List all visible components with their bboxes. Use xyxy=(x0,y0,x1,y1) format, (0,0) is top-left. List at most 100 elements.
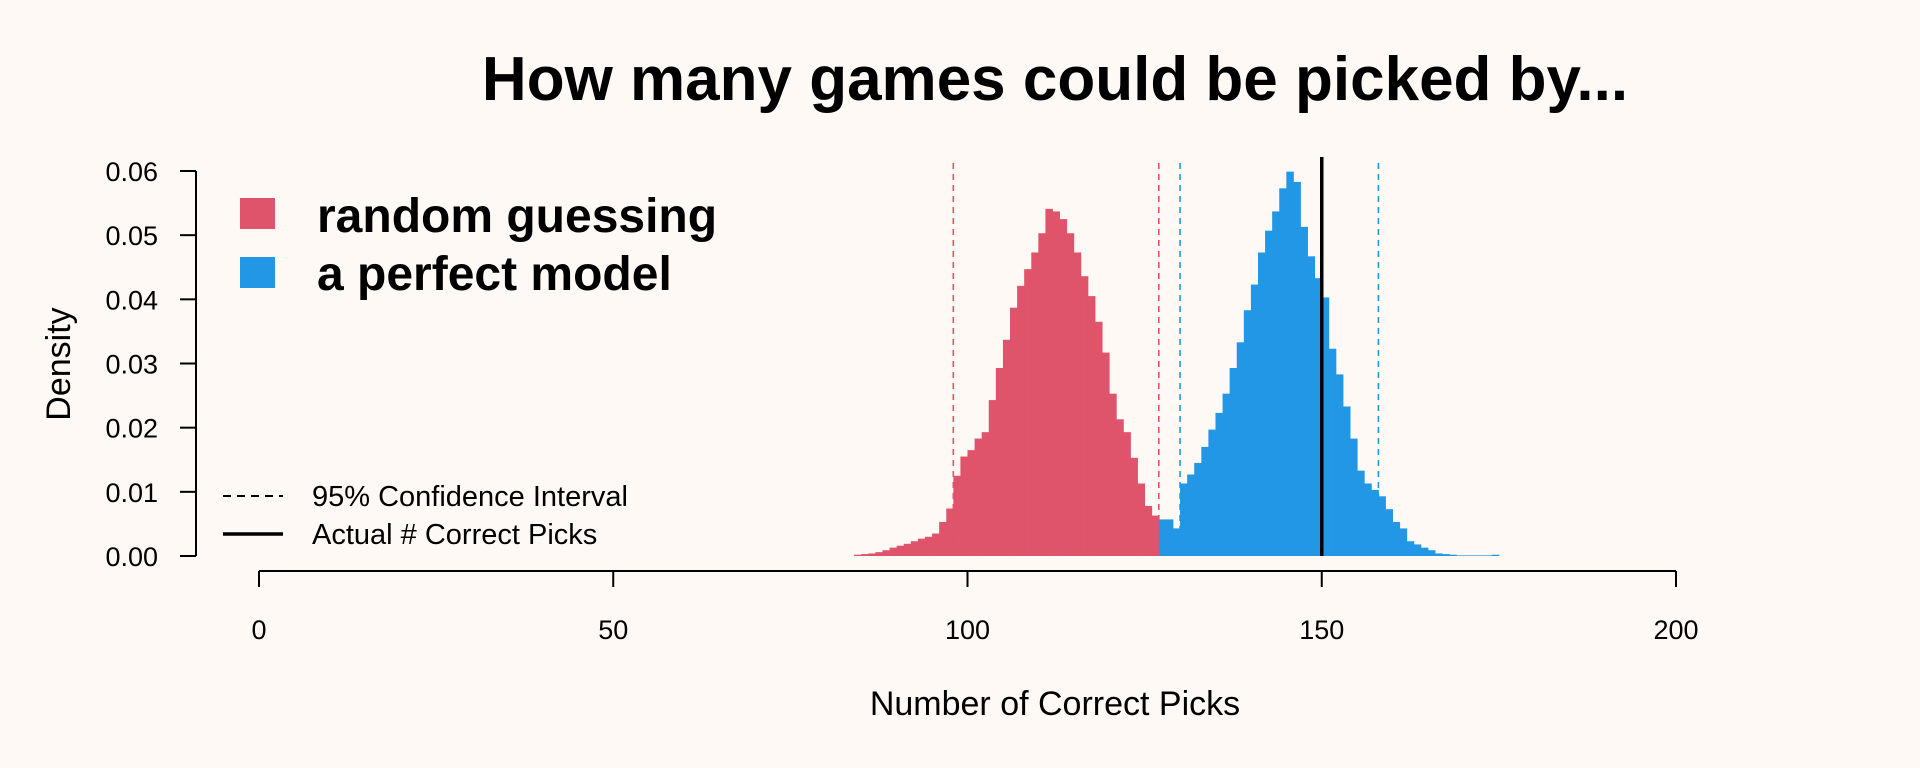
histogram-bar xyxy=(1208,429,1216,556)
histogram-bar xyxy=(1406,541,1415,556)
y-tick-label: 0.03 xyxy=(105,350,158,380)
y-tick-label: 0.02 xyxy=(105,414,158,444)
x-axis-title: Number of Correct Picks xyxy=(870,685,1240,723)
x-tick-label: 0 xyxy=(251,615,266,645)
histogram-bar xyxy=(1378,496,1386,556)
histogram-bar xyxy=(1180,483,1188,556)
histogram-bar xyxy=(1321,297,1330,556)
histogram-bar xyxy=(1102,352,1110,556)
histogram-bar xyxy=(1151,515,1160,556)
histogram-bar xyxy=(1435,553,1443,556)
histogram-bar xyxy=(1116,419,1124,556)
histogram-bar xyxy=(1491,554,1500,556)
y-tick-label: 0.01 xyxy=(105,478,158,508)
histogram-bar xyxy=(1109,393,1117,556)
histogram-bar xyxy=(1052,211,1061,556)
y-tick-label: 0.06 xyxy=(105,157,158,187)
histogram-bar xyxy=(1236,342,1245,556)
histogram-bar xyxy=(932,533,940,556)
histogram-bar xyxy=(1350,438,1358,556)
histogram-bar xyxy=(924,536,933,556)
histogram-bar xyxy=(1137,483,1146,556)
legend-swatch-perfect-model xyxy=(240,257,275,288)
histogram-bar xyxy=(946,508,954,556)
histogram-bar xyxy=(910,541,919,556)
x-tick-label: 200 xyxy=(1653,615,1698,645)
x-tick-label: 100 xyxy=(945,615,990,645)
histogram-bar xyxy=(1194,462,1202,556)
histogram-bar xyxy=(882,550,890,556)
reference-lines xyxy=(952,157,1380,556)
histogram-bar xyxy=(1066,233,1075,557)
random-guessing-bars xyxy=(854,208,1259,557)
histogram-bar xyxy=(1286,171,1294,556)
histogram-bar xyxy=(1314,278,1323,556)
histogram-bar xyxy=(896,545,905,556)
histogram-bar xyxy=(1484,555,1493,556)
histogram-bar xyxy=(1413,544,1422,556)
x-tick-label: 150 xyxy=(1299,615,1344,645)
histogram-bar xyxy=(1215,412,1223,556)
histogram-bar xyxy=(903,543,912,556)
histogram-bar xyxy=(1307,256,1316,556)
histogram-bar xyxy=(953,475,961,556)
legend-label-random-guessing: random guessing xyxy=(317,190,717,243)
histogram-bar xyxy=(1385,509,1394,556)
legend-label-actual-picks: Actual # Correct Picks xyxy=(312,519,597,551)
y-axis-title: Density xyxy=(40,307,78,420)
perfect-model-bars xyxy=(1158,171,1500,557)
histogram-bar xyxy=(1038,233,1046,557)
histogram-bar xyxy=(1257,252,1266,557)
histogram-bar xyxy=(1243,310,1252,556)
histogram-bar xyxy=(1187,474,1195,556)
histogram-bar xyxy=(1024,269,1032,556)
histogram-bar xyxy=(1080,276,1089,556)
histogram-bar xyxy=(1165,519,1174,556)
histogram-bar xyxy=(967,450,975,557)
histogram-bar xyxy=(875,552,883,556)
histogram-bar xyxy=(995,367,1004,556)
histogram-bar xyxy=(1123,432,1131,556)
histogram-bar xyxy=(1420,547,1429,556)
histogram-bar xyxy=(861,554,869,556)
histogram-bar xyxy=(1045,208,1053,557)
chart-title: How many games could be picked by... xyxy=(482,45,1628,114)
histogram-bar xyxy=(1442,554,1450,556)
series-legend: random guessing a perfect model xyxy=(240,190,717,301)
histogram-bar xyxy=(1463,555,1471,556)
histogram-bar xyxy=(1328,348,1337,556)
histogram-bar xyxy=(1357,470,1365,556)
line-legend: 95% Confidence Interval Actual # Correct… xyxy=(223,481,628,551)
histogram-bar xyxy=(1010,307,1018,556)
histogram-bar xyxy=(1130,457,1138,556)
legend-swatch-random-guessing xyxy=(240,198,275,229)
histogram-bar xyxy=(1371,489,1379,556)
histogram-bar xyxy=(1059,219,1068,557)
histogram-bar xyxy=(1364,483,1372,556)
histogram-bar xyxy=(939,521,947,556)
histogram-bar xyxy=(1392,521,1401,556)
histogram-bar xyxy=(1470,555,1479,556)
histogram-bar xyxy=(1144,505,1153,556)
histogram-bar xyxy=(1293,181,1301,556)
histogram-bar xyxy=(974,438,983,556)
histogram-bar xyxy=(917,538,926,556)
histogram-bar xyxy=(868,553,876,556)
legend-label-perfect-model: a perfect model xyxy=(317,248,672,301)
histogram-bar xyxy=(1399,528,1408,556)
histogram-bar xyxy=(1087,296,1096,557)
histogram-bar xyxy=(1428,550,1436,556)
y-tick-label: 0.00 xyxy=(105,542,158,572)
histogram-bar xyxy=(1343,406,1351,556)
histogram-bar xyxy=(1172,528,1181,556)
y-tick-label: 0.05 xyxy=(105,221,158,251)
histogram-bar xyxy=(960,456,968,556)
legend-label-confidence-interval: 95% Confidence Interval xyxy=(312,481,628,513)
histogram-bar xyxy=(1265,230,1273,557)
histogram-bar xyxy=(1335,374,1344,556)
x-axis-ticks: 0 50 100 150 200 xyxy=(251,571,1699,645)
histogram-bar xyxy=(1449,554,1457,556)
histogram-bar xyxy=(1272,211,1280,556)
histogram-bar xyxy=(1477,555,1486,556)
